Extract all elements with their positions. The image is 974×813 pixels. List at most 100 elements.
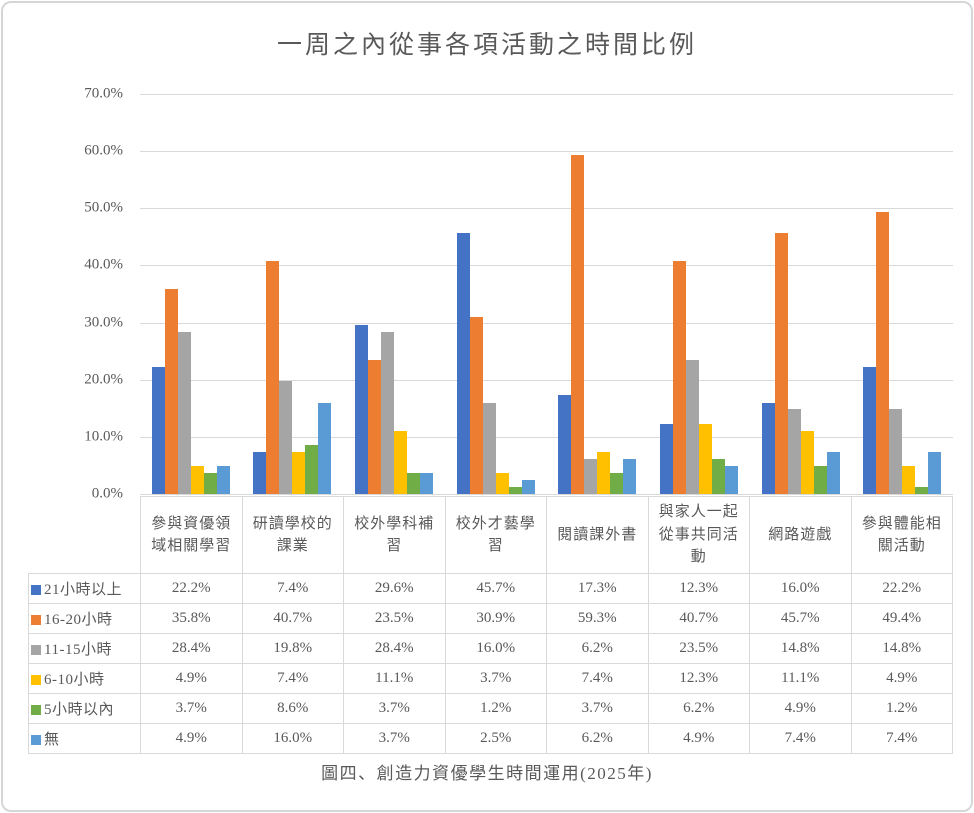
bar-group bbox=[547, 94, 649, 494]
value-cell: 49.4% bbox=[850, 603, 953, 634]
bar bbox=[253, 451, 267, 494]
series-label-cell: 6-10小時 bbox=[28, 663, 141, 694]
series-label-cell: 無 bbox=[28, 723, 141, 754]
value-cell: 30.9% bbox=[444, 603, 547, 634]
value-cell: 3.7% bbox=[444, 663, 547, 694]
value-cell: 12.3% bbox=[647, 663, 750, 694]
bar bbox=[177, 331, 191, 494]
bar bbox=[889, 409, 903, 494]
value-cell: 23.5% bbox=[647, 633, 750, 664]
bar-group bbox=[750, 94, 852, 494]
bar bbox=[724, 466, 738, 494]
gridline bbox=[140, 151, 953, 153]
bar bbox=[394, 430, 408, 494]
value-cell: 4.9% bbox=[647, 723, 750, 754]
bar bbox=[711, 458, 725, 494]
bar bbox=[456, 232, 470, 494]
bar-group bbox=[648, 94, 750, 494]
bar bbox=[305, 444, 319, 494]
value-cell: 16.0% bbox=[749, 573, 852, 604]
table-row: 無 4.9% 16.0% 3.7% 2.5% 6.2% 4.9% 7.4% 7.4% bbox=[28, 723, 953, 754]
bar bbox=[407, 472, 421, 494]
category-header: 閱讀課外書 bbox=[546, 496, 649, 574]
value-cell: 4.9% bbox=[140, 663, 243, 694]
value-cell: 45.7% bbox=[749, 603, 852, 634]
gridline bbox=[140, 94, 953, 95]
bar bbox=[826, 451, 840, 494]
value-cell: 1.2% bbox=[850, 693, 953, 724]
bar-group bbox=[343, 94, 445, 494]
chart-title: 一周之內從事各項活動之時間比例 bbox=[276, 32, 697, 59]
category-header: 與家人一起從事共同活動 bbox=[647, 496, 750, 574]
value-cell: 7.4% bbox=[546, 663, 649, 694]
legend-swatch-icon bbox=[31, 615, 41, 625]
value-cell: 22.2% bbox=[850, 573, 953, 604]
value-cell: 6.2% bbox=[546, 633, 649, 664]
table-row: 5小時以內 3.7% 8.6% 3.7% 1.2% 3.7% 6.2% 4.9% 1.2% bbox=[28, 693, 953, 724]
bar bbox=[420, 472, 434, 494]
bar bbox=[672, 261, 686, 494]
series-name: 16-20小時 bbox=[44, 612, 113, 628]
legend-swatch-icon bbox=[31, 585, 41, 595]
category-header: 校外學科補習 bbox=[343, 496, 446, 574]
value-cell: 6.2% bbox=[647, 693, 750, 724]
bar bbox=[203, 472, 217, 494]
value-cell: 1.2% bbox=[444, 693, 547, 724]
bar bbox=[610, 472, 624, 494]
gridline bbox=[140, 208, 953, 210]
series-label-cell: 5小時以內 bbox=[28, 693, 141, 724]
category-header: 網路遊戲 bbox=[749, 496, 852, 574]
value-cell: 7.4% bbox=[241, 663, 344, 694]
value-cell: 4.9% bbox=[140, 723, 243, 754]
bar bbox=[761, 402, 775, 494]
value-cell: 16.0% bbox=[444, 633, 547, 664]
y-tick-label: 0.0% bbox=[91, 485, 123, 502]
value-cell: 28.4% bbox=[140, 633, 243, 664]
value-cell: 19.8% bbox=[241, 633, 344, 664]
data-table: 參與資優領域相關學習 研讀學校的課業 校外學科補習 校外才藝學習 閱讀課外書 與家人一起從… bbox=[28, 496, 953, 754]
value-cell: 3.7% bbox=[546, 693, 649, 724]
value-cell: 45.7% bbox=[444, 573, 547, 604]
value-cell: 7.4% bbox=[241, 573, 344, 604]
bar bbox=[151, 367, 165, 494]
legend-swatch-icon bbox=[31, 735, 41, 745]
bar bbox=[266, 261, 280, 494]
table-header-row: 參與資優領域相關學習 研讀學校的課業 校外學科補習 校外才藝學習 閱讀課外書 與家人一起從… bbox=[29, 496, 953, 574]
value-cell: 3.7% bbox=[343, 693, 446, 724]
table-row: 16-20小時 35.8% 40.7% 23.5% 30.9% 59.3% 40.7% 45.… bbox=[28, 603, 953, 634]
legend-swatch-icon bbox=[31, 645, 41, 655]
bar bbox=[584, 458, 598, 494]
value-cell: 14.8% bbox=[749, 633, 852, 664]
y-tick-label: 40.0% bbox=[84, 256, 123, 273]
series-label-cell: 11-15小時 bbox=[28, 633, 141, 664]
value-cell: 11.1% bbox=[343, 663, 446, 694]
bar bbox=[355, 324, 369, 494]
series-name: 21小時以上 bbox=[44, 582, 123, 598]
y-tick-label: 50.0% bbox=[84, 199, 123, 216]
value-cell: 6.2% bbox=[546, 723, 649, 754]
bar bbox=[813, 466, 827, 494]
value-cell: 4.9% bbox=[749, 693, 852, 724]
gridline bbox=[140, 436, 953, 438]
category-header: 參與資優領域相關學習 bbox=[140, 496, 243, 574]
value-cell: 3.7% bbox=[343, 723, 446, 754]
value-cell: 7.4% bbox=[850, 723, 953, 754]
bar bbox=[558, 395, 572, 494]
bar bbox=[915, 487, 929, 494]
series-name: 5小時以內 bbox=[44, 702, 115, 718]
bar-group bbox=[140, 94, 242, 494]
value-cell: 4.9% bbox=[850, 663, 953, 694]
value-cell: 8.6% bbox=[241, 693, 344, 724]
legend-swatch-icon bbox=[31, 705, 41, 715]
bar-group bbox=[445, 94, 547, 494]
bar bbox=[863, 367, 877, 494]
bar bbox=[597, 451, 611, 494]
table-row: 21小時以上 22.2% 7.4% 29.6% 45.7% 17.3% 12.3% 16.0%… bbox=[28, 573, 953, 604]
value-cell: 7.4% bbox=[749, 723, 852, 754]
legend-swatch-icon bbox=[31, 675, 41, 685]
bar bbox=[381, 331, 395, 494]
bar-groups bbox=[140, 94, 953, 494]
bar bbox=[800, 430, 814, 494]
y-axis: 0.0% 10.0% 20.0% 30.0% 40.0% 50.0% 60.0% 70.0% bbox=[3, 86, 133, 502]
